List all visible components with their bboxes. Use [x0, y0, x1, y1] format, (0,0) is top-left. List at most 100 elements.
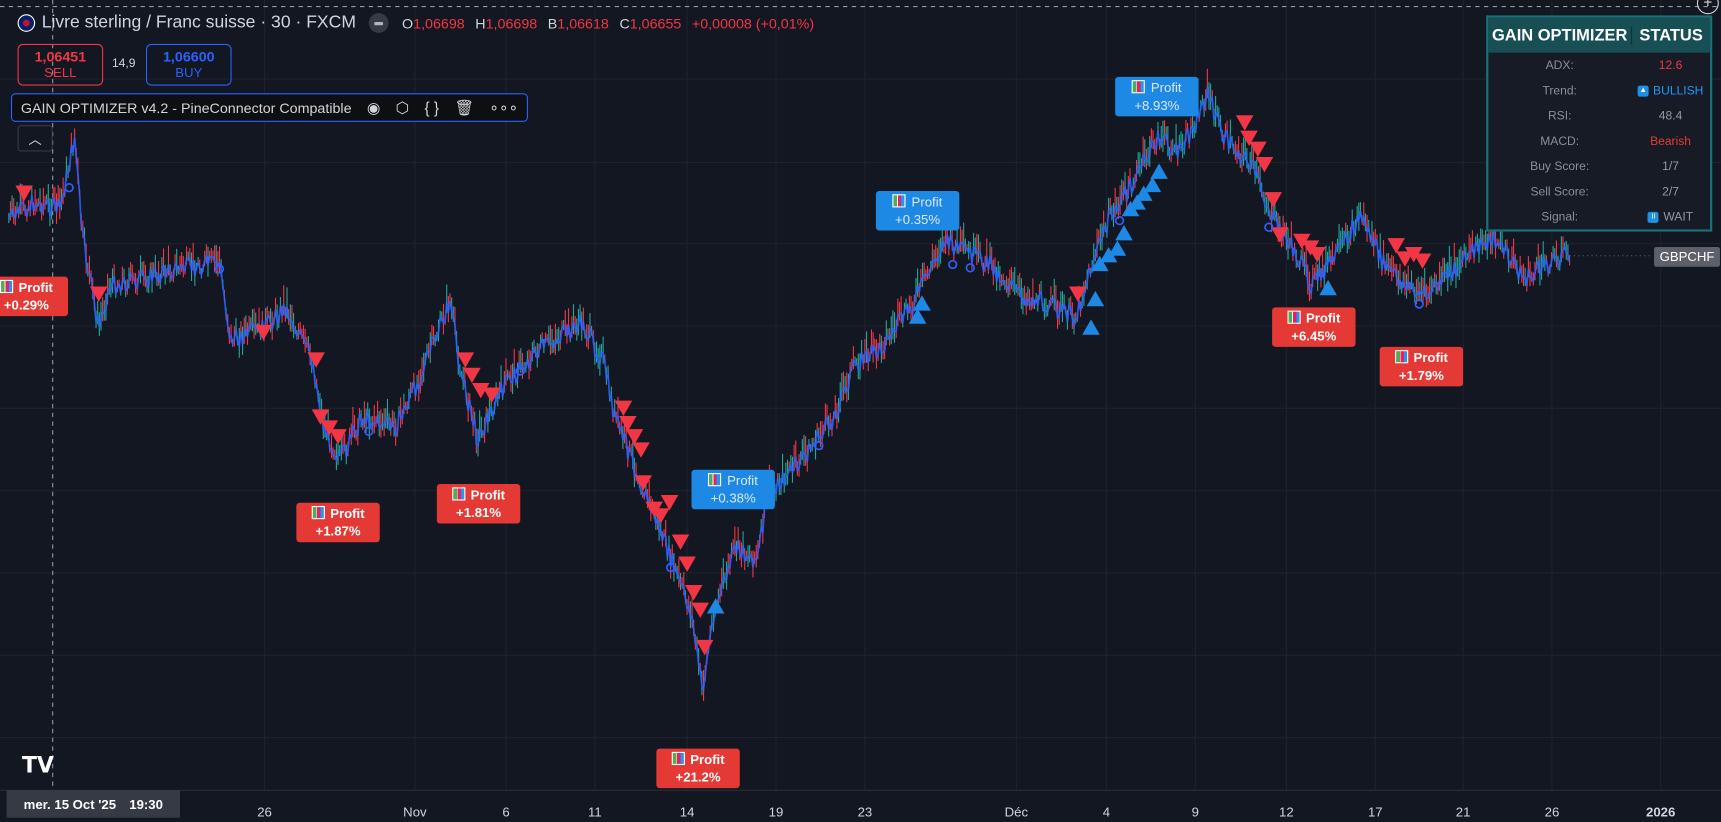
buy-signal-marker	[1091, 255, 1109, 272]
profit-label: Profit +1.81%	[436, 484, 521, 524]
row-value: 2/7	[1631, 185, 1710, 198]
buy-price: 1,06600	[162, 48, 215, 65]
settings-icon[interactable]: ⬡	[395, 98, 410, 116]
sell-signal-marker	[619, 415, 637, 432]
profit-value: +6.45%	[1291, 328, 1337, 344]
sell-signal-marker	[482, 387, 501, 403]
buy-signal-marker	[1099, 246, 1118, 263]
sell-signal-marker	[471, 383, 490, 399]
time-axis-label: 4	[1102, 804, 1111, 820]
profit-value: +0.35%	[895, 211, 941, 228]
tradingview-logo[interactable]: TV	[21, 751, 54, 779]
row-value-text: Bearish	[1650, 134, 1692, 148]
buy-button[interactable]: 1,06600 BUY	[145, 43, 232, 86]
profit-title: Profit	[470, 487, 506, 503]
exit-marker	[364, 426, 374, 437]
time-axis-label: 14	[679, 804, 695, 820]
sell-signal-marker	[307, 352, 325, 368]
time-axis-label: Déc	[1004, 804, 1029, 820]
row-value-text: 48.4	[1658, 109, 1683, 123]
close-key: C	[619, 14, 630, 32]
open-key: O	[402, 14, 414, 32]
chart-icon	[708, 473, 722, 487]
time-axis-label: 9	[1191, 804, 1199, 820]
crosshair-date: mer. 15 Oct '25	[23, 796, 117, 812]
indicator-legend[interactable]: GAIN OPTIMIZER v4.2 - PineConnector Comp…	[10, 93, 529, 122]
profit-value: +0.29%	[3, 297, 49, 313]
profit-label: Profit +6.45%	[1272, 307, 1356, 347]
collapse-legend-button[interactable]: ︿	[17, 125, 53, 152]
chart-icon	[311, 505, 325, 520]
profit-label: Profit +0.35%	[875, 190, 960, 231]
exit-marker	[665, 562, 676, 573]
symbol-title[interactable]: Livre sterling / Franc suisse · 30 · FXC…	[41, 13, 356, 32]
buy-signal-marker	[1082, 319, 1100, 335]
crosshair-time: 19:30	[129, 796, 163, 812]
table-row: ADX: 12.6	[1488, 53, 1710, 78]
row-label: RSI:	[1547, 109, 1572, 123]
buy-signal-marker	[1319, 279, 1337, 296]
row-value-text: 1/7	[1662, 159, 1679, 173]
sell-signal-marker	[1255, 156, 1274, 173]
sell-signal-marker	[651, 508, 670, 524]
sell-signal-marker	[90, 286, 108, 302]
profit-label: Profit +8.93%	[1115, 76, 1199, 117]
profit-label: Profit +1.87%	[296, 502, 380, 543]
chart-icon	[452, 487, 466, 501]
sell-signal-marker	[1413, 253, 1432, 269]
profit-value: +8.93%	[1134, 97, 1180, 114]
sell-signal-marker	[1271, 227, 1289, 243]
table-header-title: GAIN OPTIMIZER	[1488, 25, 1633, 45]
buy-signal-marker	[1108, 240, 1127, 256]
close-value: 1,06655	[629, 14, 682, 32]
sell-signal-marker	[1235, 115, 1254, 131]
change-value: +0,00008 (+0,01%)	[691, 14, 815, 32]
sell-label: SELL	[44, 64, 77, 81]
profit-value: +21.2%	[675, 769, 721, 785]
chart-icon	[0, 279, 13, 294]
market-status-icon[interactable]	[369, 13, 389, 33]
more-icon[interactable]: ∘∘∘	[489, 98, 519, 116]
profit-value: +1.87%	[315, 523, 361, 539]
sell-signal-marker	[678, 556, 696, 572]
symbol-header: Livre sterling / Franc suisse · 30 · FXC…	[17, 13, 821, 33]
high-value: 1,06698	[485, 14, 538, 32]
table-header-status: STATUS	[1639, 25, 1703, 45]
row-value: 48.4	[1631, 109, 1710, 122]
source-code-icon[interactable]: { }	[424, 98, 440, 117]
sell-signal-marker	[1264, 192, 1282, 208]
exit-marker	[1264, 222, 1274, 232]
exit-marker	[64, 183, 74, 193]
sell-price: 1,06451	[34, 48, 87, 65]
table-row: Signal: II WAIT	[1488, 204, 1710, 229]
sell-signal-marker	[625, 429, 644, 445]
chart-icon	[1394, 350, 1409, 364]
sell-signal-marker	[691, 602, 710, 618]
sell-signal-marker	[695, 639, 714, 656]
exit-marker	[965, 263, 975, 273]
time-axis-label: 23	[857, 804, 873, 820]
exit-marker	[1414, 299, 1424, 309]
buy-signal-marker	[913, 295, 931, 311]
time-axis-label: 2026	[1646, 804, 1676, 820]
sell-signal-marker	[1249, 141, 1267, 157]
row-label: Sell Score:	[1530, 184, 1589, 199]
row-label: Trend:	[1542, 83, 1577, 98]
table-row: Trend: ▲ BULLISH	[1488, 78, 1710, 103]
buy-signal-marker	[706, 598, 725, 614]
delete-icon[interactable]: 🗑	[454, 98, 474, 116]
sell-signal-marker	[1069, 286, 1087, 302]
row-value-text: WAIT	[1663, 210, 1694, 224]
table-row: Buy Score: 1/7	[1488, 154, 1710, 179]
time-axis-label: 11	[588, 804, 602, 820]
sell-signal-marker	[671, 534, 690, 550]
trend-line	[7, 86, 1571, 693]
profit-title: Profit	[727, 473, 758, 489]
indicator-name: GAIN OPTIMIZER v4.2 - PineConnector Comp…	[20, 99, 352, 116]
profit-title: Profit	[911, 194, 943, 210]
eye-icon[interactable]: ◉	[366, 98, 381, 116]
sell-button[interactable]: 1,06451 SELL	[17, 43, 104, 86]
spread-value: 14,9	[111, 57, 136, 71]
